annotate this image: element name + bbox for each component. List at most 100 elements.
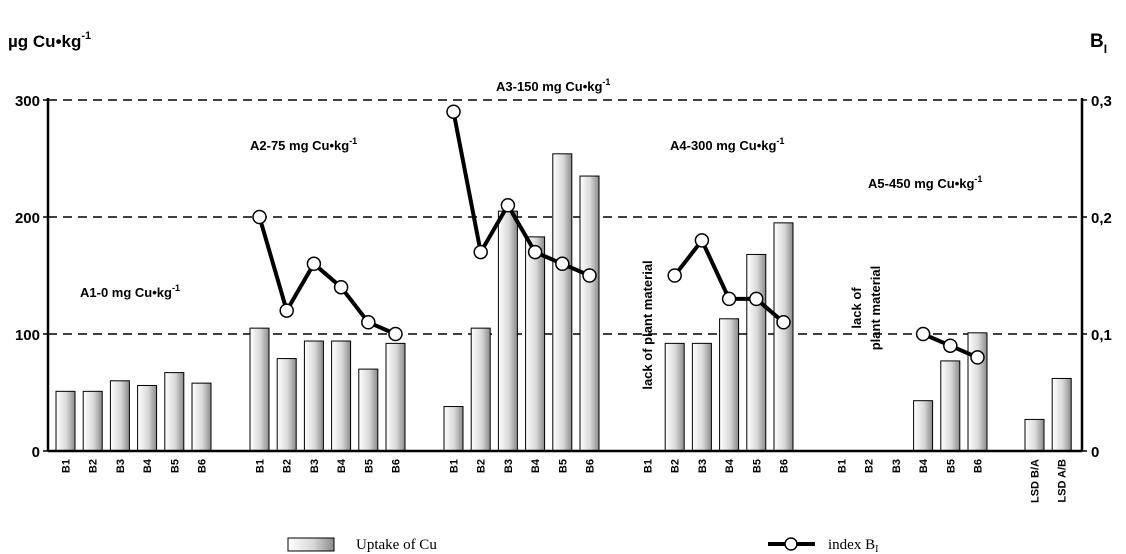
axes: 0 100 200 300 0 0,1 0,2 0,3 xyxy=(15,93,1112,461)
x-tick-label: B3 xyxy=(309,459,321,473)
index-point-2-2 xyxy=(279,303,294,318)
group-label-5: A5-450 mg Cu•kg-1 xyxy=(868,174,982,191)
x-tick-label: B6 xyxy=(779,459,791,473)
x-tick-label: B1 xyxy=(449,459,461,473)
x-tick-label: B6 xyxy=(391,459,403,473)
y-left-tick-label: 200 xyxy=(15,210,40,227)
x-tick-label: B5 xyxy=(169,459,181,473)
bar-6-1 xyxy=(1024,418,1045,452)
index-line-2 xyxy=(257,216,397,336)
x-tick-label: B4 xyxy=(142,458,154,473)
x-tick-label: B5 xyxy=(945,459,957,473)
index-point-5-2 xyxy=(943,338,958,353)
bar-1-2 xyxy=(82,390,103,452)
x-tick-label: B3 xyxy=(891,459,903,473)
bar-5-4 xyxy=(913,400,934,452)
x-tick-label: B2 xyxy=(88,459,100,473)
x-tick-label: B5 xyxy=(363,459,375,473)
bar-3-1 xyxy=(443,406,464,452)
x-tick-label: B4 xyxy=(530,458,542,473)
x-tick-label: B4 xyxy=(918,458,930,473)
x-tick-label: LSD A/B xyxy=(1057,459,1069,503)
x-tick-label: B3 xyxy=(503,459,515,473)
y-left-tick-label: 300 xyxy=(15,93,40,110)
note-a5-line2: plant material xyxy=(868,266,883,351)
bar-6-2 xyxy=(1051,377,1072,452)
index-line-4 xyxy=(673,238,785,324)
bar-4-2 xyxy=(664,342,685,452)
x-tick-label: B6 xyxy=(973,459,985,473)
y-axis-left-title-main: µg Cu•kg xyxy=(8,32,81,51)
bar-3-2 xyxy=(470,327,491,452)
index-point-2-1 xyxy=(252,209,267,225)
y-axis-right-title: BI xyxy=(1090,31,1107,56)
x-tick-label: B3 xyxy=(115,459,127,473)
bar-3-5 xyxy=(552,153,573,452)
index-point-3-5 xyxy=(555,256,570,272)
index-point-3-4 xyxy=(527,244,543,260)
index-point-5-3 xyxy=(970,350,985,365)
bar-2-3 xyxy=(303,340,324,452)
x-tick-label: B1 xyxy=(643,459,655,473)
y-right-tick-label: 0,2 xyxy=(1091,210,1112,227)
y-right-tick-label: 0,1 xyxy=(1091,327,1112,344)
bar-2-2 xyxy=(276,358,297,452)
bar-4-3 xyxy=(691,342,712,452)
legend-line-label-sub: I xyxy=(875,544,878,554)
y-axis-left-title: µg Cu•kg-1 xyxy=(8,30,91,51)
x-tick-label: B6 xyxy=(197,459,209,473)
index-point-5-1 xyxy=(915,326,931,342)
x-tick-label: B5 xyxy=(751,459,763,473)
y-left-tick-label: 100 xyxy=(15,327,40,344)
bars xyxy=(55,153,1072,452)
bar-2-1 xyxy=(249,327,270,452)
index-point-3-2 xyxy=(473,244,488,260)
group-label-1: A1-0 mg Cu•kg-1 xyxy=(80,283,180,300)
legend-line-label-main: index B xyxy=(828,537,875,553)
x-tick-label: LSD B/A xyxy=(1030,459,1042,503)
x-tick-label: B2 xyxy=(864,459,876,473)
bar-4-6 xyxy=(773,222,794,452)
index-point-2-3 xyxy=(306,256,322,272)
bar-2-5 xyxy=(358,368,379,452)
x-tick-label: B6 xyxy=(585,459,597,473)
index-point-3-3 xyxy=(500,198,516,213)
y-right-tick-label: 0,3 xyxy=(1091,93,1112,110)
x-tick-label: B3 xyxy=(697,459,709,473)
group-label-3: A3-150 mg Cu•kg-1 xyxy=(496,77,610,94)
x-tick-label: B2 xyxy=(282,459,294,473)
index-point-4-2 xyxy=(694,233,710,248)
bar-4-4 xyxy=(719,318,740,452)
x-tick-label: B1 xyxy=(837,459,849,473)
legend-line-marker xyxy=(784,537,798,551)
bar-3-6 xyxy=(579,175,600,452)
bar-1-4 xyxy=(137,384,158,452)
bar-3-4 xyxy=(525,236,546,452)
y-axis-right-title-sub: I xyxy=(1104,42,1107,56)
y-right-tick-label: 0 xyxy=(1091,444,1099,461)
bar-1-6 xyxy=(191,382,212,452)
x-tick-label: B4 xyxy=(336,458,348,473)
index-point-2-6 xyxy=(388,326,403,342)
note-a4-lack-of-plant-material: lack of plant material xyxy=(640,260,655,389)
x-tick-label: B1 xyxy=(61,459,73,473)
bar-3-3 xyxy=(497,210,518,452)
legend: Uptake of Cu index BI xyxy=(287,537,878,554)
legend-line-label: index BI xyxy=(828,537,878,554)
index-point-4-4 xyxy=(749,291,764,307)
bar-1-5 xyxy=(164,372,185,452)
index-point-4-5 xyxy=(776,315,791,330)
bar-1-1 xyxy=(55,390,76,452)
bar-4-5 xyxy=(746,253,767,452)
y-axis-left-title-sup: -1 xyxy=(81,30,91,42)
bar-1-3 xyxy=(109,380,130,452)
index-point-2-5 xyxy=(361,315,376,330)
index-point-3-1 xyxy=(446,104,461,119)
legend-bar-label: Uptake of Cu xyxy=(356,537,437,553)
x-tick-label: B2 xyxy=(670,459,682,473)
x-tick-label: B1 xyxy=(255,459,267,473)
index-lines xyxy=(252,104,985,365)
note-a5-line1: lack of xyxy=(849,287,864,329)
bar-2-4 xyxy=(331,340,352,452)
